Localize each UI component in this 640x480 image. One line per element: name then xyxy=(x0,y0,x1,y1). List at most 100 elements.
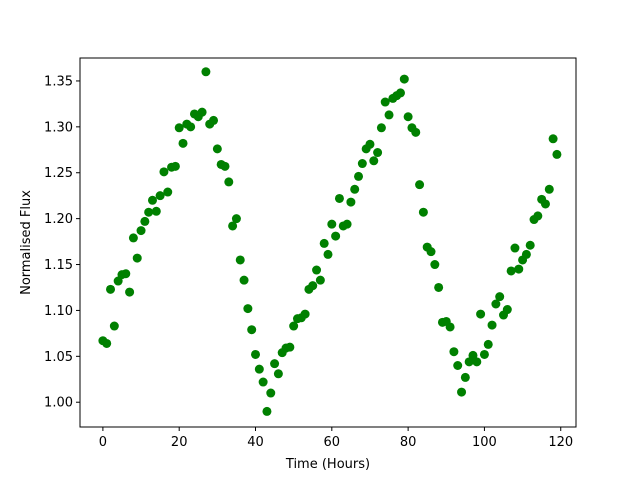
data-point xyxy=(109,321,119,331)
y-tick-label: 1.15 xyxy=(44,258,73,273)
data-point xyxy=(312,265,322,275)
x-tick-label: 60 xyxy=(324,435,341,450)
data-point xyxy=(331,231,341,241)
data-point xyxy=(483,339,493,349)
x-tick-label: 40 xyxy=(247,435,264,450)
data-point xyxy=(300,309,310,319)
data-point xyxy=(125,287,135,297)
data-point xyxy=(315,275,325,285)
data-point xyxy=(552,149,562,159)
data-point xyxy=(209,115,219,125)
data-point xyxy=(144,207,154,217)
data-point xyxy=(308,281,318,291)
x-tick-label: 120 xyxy=(548,435,573,450)
data-point xyxy=(174,123,184,133)
y-tick-label: 1.10 xyxy=(44,304,73,319)
data-point xyxy=(140,216,150,226)
y-tick-label: 1.35 xyxy=(44,74,73,89)
data-point xyxy=(121,269,131,279)
data-point xyxy=(384,110,394,120)
data-point xyxy=(476,309,486,319)
data-point xyxy=(445,322,455,332)
data-point xyxy=(254,364,264,374)
data-point xyxy=(247,325,257,335)
plot-frame xyxy=(79,57,577,428)
data-point xyxy=(155,191,165,201)
data-point xyxy=(487,320,497,330)
data-point xyxy=(460,372,470,382)
data-point xyxy=(273,369,283,379)
data-point xyxy=(525,240,535,250)
data-point xyxy=(220,161,230,171)
data-point xyxy=(319,238,329,248)
data-point xyxy=(365,139,375,149)
data-point xyxy=(502,305,512,315)
data-point xyxy=(430,260,440,270)
data-point xyxy=(510,243,520,253)
x-tick-label: 100 xyxy=(472,435,497,450)
y-tick-label: 1.05 xyxy=(44,350,73,365)
data-point xyxy=(186,122,196,132)
data-point xyxy=(342,219,352,229)
data-point xyxy=(495,292,505,302)
data-point xyxy=(323,249,333,259)
data-point xyxy=(147,195,157,205)
data-point xyxy=(228,221,238,231)
x-tick-label: 80 xyxy=(400,435,417,450)
data-point xyxy=(354,171,364,181)
data-point xyxy=(243,304,253,314)
data-point xyxy=(327,219,337,229)
data-point xyxy=(285,342,295,352)
data-point xyxy=(514,264,524,274)
data-point xyxy=(231,214,241,224)
data-point xyxy=(350,184,360,194)
data-point xyxy=(334,193,344,203)
data-point xyxy=(106,284,116,294)
data-point xyxy=(258,377,268,387)
data-point xyxy=(128,233,138,243)
data-point xyxy=(434,282,444,292)
x-tick-label: 0 xyxy=(99,435,107,450)
data-point xyxy=(159,167,169,177)
data-point xyxy=(262,406,272,416)
data-point xyxy=(266,388,276,398)
data-point xyxy=(235,255,245,265)
y-tick-label: 1.30 xyxy=(44,120,73,135)
data-point xyxy=(170,161,180,171)
data-point xyxy=(270,359,280,369)
data-point xyxy=(212,144,222,154)
data-point xyxy=(411,127,421,137)
data-point xyxy=(540,199,550,209)
data-point xyxy=(251,349,261,359)
data-point xyxy=(376,123,386,133)
data-point xyxy=(224,177,234,187)
data-point xyxy=(521,249,531,259)
data-point xyxy=(369,156,379,166)
data-point xyxy=(239,275,249,285)
data-point xyxy=(491,299,501,309)
data-point xyxy=(426,247,436,257)
data-point xyxy=(357,159,367,169)
data-point xyxy=(380,97,390,107)
data-point xyxy=(506,266,516,276)
data-point xyxy=(533,211,543,221)
data-point xyxy=(399,74,409,84)
data-point xyxy=(136,226,146,236)
data-point xyxy=(415,180,425,190)
data-point xyxy=(453,361,463,370)
data-point xyxy=(548,134,558,144)
data-point xyxy=(418,207,428,217)
data-point xyxy=(457,387,467,397)
data-point xyxy=(472,357,482,367)
y-axis: 1.00 1.05 1.10 1.15 1.20 1.25 1.30 1.35 xyxy=(44,74,80,411)
data-point xyxy=(373,148,383,158)
data-point xyxy=(102,338,112,348)
data-point xyxy=(132,253,142,263)
data-point xyxy=(197,107,207,117)
x-tick-label: 20 xyxy=(171,435,188,450)
y-tick-label: 1.20 xyxy=(44,212,73,227)
plot-points xyxy=(98,67,562,416)
x-axis-label: Time (Hours) xyxy=(285,457,370,472)
data-point xyxy=(151,206,161,216)
